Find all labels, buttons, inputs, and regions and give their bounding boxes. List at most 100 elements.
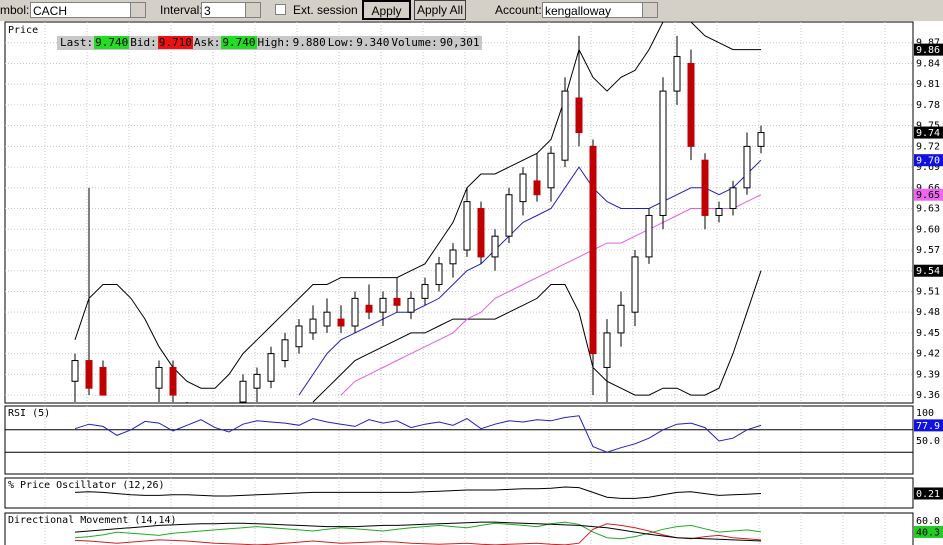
candle-body (281, 339, 289, 362)
y-tick-label: 100 (916, 408, 934, 419)
level-label: 9.65 (916, 190, 940, 201)
level-box (914, 43, 943, 56)
ext-session-label: Ext. session (293, 3, 358, 17)
panel-osc-panel (44, 478, 886, 508)
candle-body (701, 159, 709, 216)
panel-title: % Price Oscillator (12,26) (8, 480, 165, 491)
account-select[interactable]: kengalloway (542, 2, 658, 18)
y-tick-label: 9.69 (916, 162, 940, 173)
quote-value: 9.880 (292, 36, 326, 49)
account-label: Account: (495, 3, 542, 17)
indicator-line (312, 270, 762, 403)
toolbar: mbol: CACH Interval: 3 Ext. session Appl… (0, 0, 943, 21)
candle-body (379, 297, 387, 313)
y-tick-label: 9.81 (916, 79, 940, 90)
candle-body (155, 366, 163, 389)
apply-button[interactable]: Apply (362, 0, 411, 20)
quote-label: Ask: (193, 36, 221, 49)
y-tick-label: 50.0 (916, 436, 940, 447)
level-label: 9.54 (916, 266, 940, 277)
level-label: 9.86 (916, 45, 940, 56)
panel-price-panel (5, 22, 913, 403)
ext-session-checkbox[interactable] (275, 4, 286, 15)
candle-body (673, 56, 681, 92)
candle-body (407, 297, 415, 313)
candle-body (715, 208, 723, 216)
candle-body (351, 297, 359, 327)
candle-body (239, 380, 247, 403)
level-box (914, 126, 943, 139)
panel-dm-panel (44, 513, 886, 545)
candle-body (253, 373, 261, 389)
oscillator-line (74, 486, 762, 499)
quote-value: 9.710 (157, 36, 193, 49)
quote-value: 9.740 (94, 36, 130, 49)
candle-body (295, 325, 303, 348)
symbol-label: mbol: (0, 3, 30, 17)
candle-body (729, 187, 737, 210)
level-box (914, 264, 943, 277)
y-tick-label: 9.45 (916, 328, 940, 339)
quote-label: High: (257, 36, 291, 49)
y-tick-label: 9.84 (916, 58, 940, 69)
level-box (914, 419, 943, 432)
candle-body (757, 132, 765, 147)
candle-body (309, 318, 317, 334)
candle-body (659, 90, 667, 216)
y-tick-label: 9.51 (916, 286, 940, 297)
rsi-line (74, 415, 762, 453)
quote-label: Bid: (130, 36, 157, 49)
panel-frame (4, 405, 914, 475)
candle-body (267, 353, 275, 382)
candle-body (435, 263, 443, 286)
level-label: 40.3 (916, 527, 940, 538)
candle-body (491, 235, 499, 258)
y-tick-label: 9.60 (916, 224, 940, 235)
y-tick-label: 9.66 (916, 183, 940, 194)
candle-body (589, 145, 597, 355)
panel-frame (4, 477, 914, 509)
interval-select[interactable]: 3 (201, 2, 261, 18)
level-label: 77.9 (916, 421, 940, 432)
apply-all-button[interactable]: Apply All (414, 0, 466, 20)
panel-rsi-panel (5, 406, 913, 474)
candle-body (645, 214, 653, 258)
symbol-select[interactable]: CACH (30, 2, 146, 18)
quote-label: Last: (60, 36, 94, 49)
level-box (914, 525, 943, 538)
quote-value: 9.340 (356, 36, 390, 49)
panel-title: RSI (5) (8, 408, 50, 419)
y-tick-label: 9.63 (916, 204, 940, 215)
level-label: 9.74 (916, 128, 940, 139)
dm-line (74, 521, 762, 542)
level-box (914, 487, 943, 500)
y-tick-label: 9.48 (916, 307, 940, 318)
y-tick-label: 9.42 (916, 349, 940, 360)
candle-body (463, 201, 471, 251)
candle-body (505, 194, 513, 237)
level-label: 9.70 (916, 156, 940, 167)
candle-body (323, 311, 331, 327)
panel-frame (4, 512, 914, 545)
candle-body (169, 366, 177, 396)
panel-title: Price (8, 25, 38, 36)
candle-body (99, 366, 107, 396)
candle-body (561, 90, 569, 161)
indicator-line (340, 194, 762, 396)
y-tick-label: 9.57 (916, 245, 940, 256)
candle-body (393, 297, 401, 306)
interval-label: Interval: (160, 3, 203, 17)
panel-frame (4, 21, 914, 404)
candle-body (575, 97, 583, 134)
level-box (914, 188, 943, 201)
indicator-line (298, 159, 762, 396)
candle-body (603, 332, 611, 368)
candle-body (631, 256, 639, 313)
candle-body (519, 173, 527, 203)
candle-body (71, 360, 79, 382)
y-tick-label: 60.0 (916, 516, 940, 527)
candle-body (85, 360, 93, 389)
level-box (914, 154, 943, 167)
y-tick-label: 9.87 (916, 38, 940, 49)
